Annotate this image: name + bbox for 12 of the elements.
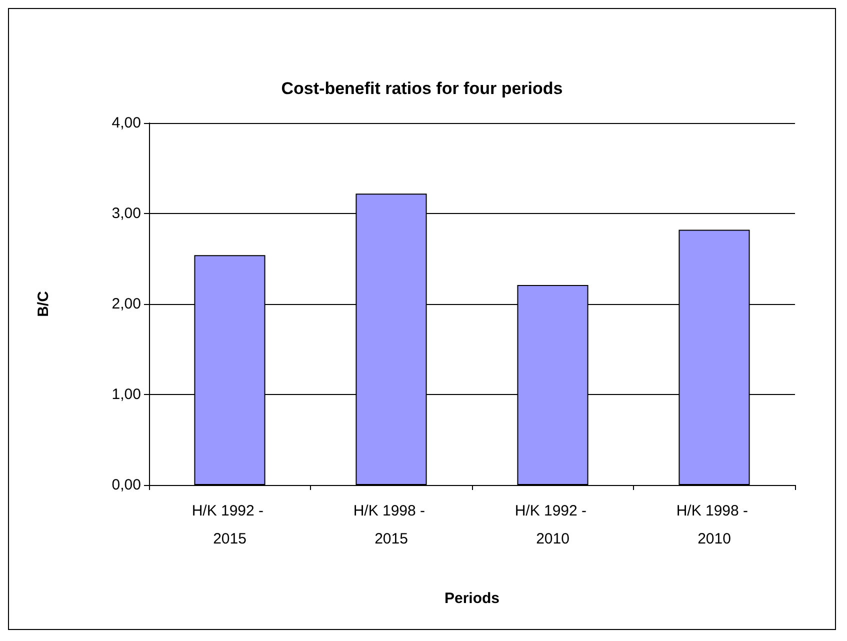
x-tick-label: H/K 1992 - 2010 [514, 502, 591, 548]
y-tick-label: 0,00 [112, 476, 141, 494]
y-tick-label: 3,00 [112, 205, 141, 222]
y-tick-label: 4,00 [112, 114, 141, 132]
y-tick-label: 2,00 [112, 296, 141, 312]
y-tick-label: 1,00 [112, 386, 141, 403]
y-axis-title: B/C [35, 290, 52, 317]
chart-title: Cost-benefit ratios for four periods [281, 79, 563, 98]
x-tick-label: H/K 1998 - 2015 [353, 502, 430, 548]
x-tick-label: H/K 1992 - 2015 [192, 502, 268, 548]
x-axis-title: Periods [444, 590, 500, 607]
x-tick-label: H/K 1998 - 2010 [676, 502, 752, 548]
